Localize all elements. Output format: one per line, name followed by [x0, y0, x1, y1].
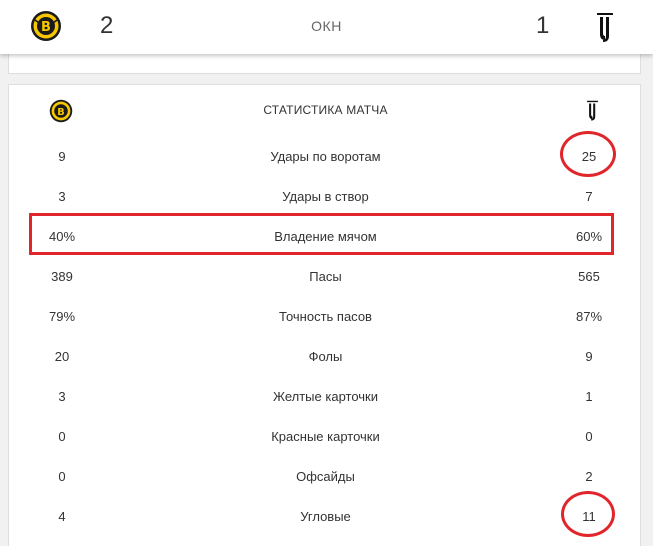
- stat-row-possession: 40% Владение мячом 60%: [9, 217, 642, 257]
- stat-row-pass-accuracy: 79% Точность пасов 87%: [9, 297, 642, 337]
- away-value: 1: [585, 389, 593, 404]
- home-value: 389: [51, 269, 73, 284]
- juventus-logo-icon[interactable]: [594, 12, 616, 44]
- away-value: 2: [585, 469, 593, 484]
- stat-label: Точность пасов: [279, 309, 372, 324]
- stat-label: Фолы: [308, 349, 343, 364]
- home-value: 4: [58, 509, 66, 524]
- away-value: 565: [578, 269, 600, 284]
- stat-row-red-cards: 0 Красные карточки 0: [9, 417, 642, 457]
- home-value: 0: [58, 429, 66, 444]
- away-value: 25: [581, 149, 597, 164]
- stat-row-shots: 9 Удары по воротам 25: [9, 137, 642, 177]
- stat-label: Угловые: [300, 509, 351, 524]
- away-value: 87%: [575, 309, 603, 324]
- stat-row-offsides: 0 Офсайды 2: [9, 457, 642, 497]
- away-value: 9: [585, 349, 593, 364]
- match-stats-card: B СТАТИСТИКА МАТЧА 9 Удары по воротам 25…: [8, 84, 641, 546]
- home-value: 3: [58, 189, 66, 204]
- away-value: 7: [585, 189, 593, 204]
- stat-label: Красные карточки: [271, 429, 380, 444]
- home-value: 20: [54, 349, 70, 364]
- stat-label: Удары в створ: [282, 189, 369, 204]
- stat-label: Удары по воротам: [270, 149, 381, 164]
- previous-card-bottom: [8, 54, 641, 74]
- stats-header: B СТАТИСТИКА МАТЧА: [9, 85, 642, 137]
- home-value: 9: [58, 149, 66, 164]
- away-value: 60%: [575, 229, 603, 244]
- stat-row-passes: 389 Пасы 565: [9, 257, 642, 297]
- stat-label: Желтые карточки: [273, 389, 378, 404]
- match-status: ОКН: [311, 18, 342, 34]
- stat-row-shots-on-target: 3 Удары в створ 7: [9, 177, 642, 217]
- home-score: 2: [100, 12, 114, 39]
- young-boys-crest-icon: B: [49, 99, 73, 123]
- stat-row-corners: 4 Угловые 11: [9, 497, 642, 537]
- stat-label: Владение мячом: [274, 229, 377, 244]
- away-value: 11: [582, 509, 596, 524]
- away-value: 0: [585, 429, 593, 444]
- svg-text:B: B: [57, 107, 64, 118]
- young-boys-crest-icon[interactable]: B: [30, 10, 62, 42]
- home-value: 0: [58, 469, 66, 484]
- away-score: 1: [536, 12, 550, 39]
- home-value: 40%: [48, 229, 76, 244]
- home-value: 79%: [48, 309, 76, 324]
- home-value: 3: [58, 389, 66, 404]
- stat-label: Пасы: [309, 269, 342, 284]
- scoreboard: B 2 ОКН 1: [0, 0, 653, 54]
- svg-text:B: B: [41, 20, 51, 35]
- juventus-logo-icon: [585, 100, 600, 122]
- stat-row-fouls: 20 Фолы 9: [9, 337, 642, 377]
- stats-title: СТАТИСТИКА МАТЧА: [263, 103, 388, 117]
- stat-row-yellow-cards: 3 Желтые карточки 1: [9, 377, 642, 417]
- stat-label: Офсайды: [296, 469, 355, 484]
